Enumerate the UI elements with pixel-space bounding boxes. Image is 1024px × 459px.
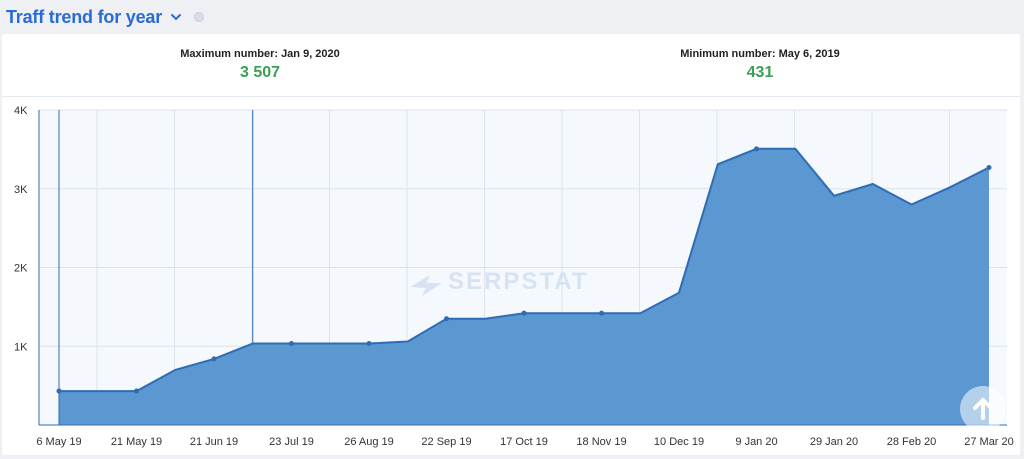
series-area [59, 148, 989, 426]
chart-header: Traff trend for year [6, 4, 205, 30]
x-tick-label: 29 Jan 20 [810, 436, 858, 448]
data-point[interactable] [754, 146, 759, 152]
y-tick-label: 2K [14, 263, 28, 275]
data-point[interactable] [211, 356, 217, 362]
x-tick-label: 28 Feb 20 [887, 436, 937, 448]
y-axis-ticks: 1K 2K 3K 4K [14, 105, 28, 353]
x-tick-label: 21 May 19 [111, 436, 162, 448]
serpstat-logo-icon [410, 275, 442, 296]
chevron-down-icon[interactable] [170, 11, 182, 23]
x-tick-label: 27 Mar 20 [964, 436, 1014, 448]
y-tick-label: 3K [14, 184, 28, 196]
x-tick-label: 22 Sep 19 [421, 436, 471, 448]
data-point[interactable] [521, 310, 527, 316]
series-markers [56, 146, 992, 394]
y-tick-label: 4K [14, 105, 28, 117]
data-point[interactable] [986, 164, 992, 170]
info-icon[interactable] [194, 12, 205, 22]
data-point[interactable] [134, 388, 139, 394]
y-tick-label: 1K [14, 341, 28, 353]
arrow-up-icon [973, 398, 993, 420]
x-tick-label: 21 Jun 19 [190, 436, 238, 448]
x-tick-label: 6 May 19 [36, 436, 81, 448]
watermark-text: SERPSTAT [448, 268, 588, 295]
x-tick-label: 9 Jan 20 [735, 436, 777, 448]
x-axis-ticks: 6 May 19 21 May 19 21 Jun 19 23 Jul 19 26 Au… [36, 436, 1013, 448]
max-stat: Maximum number: Jan 9, 2020 3 507 [110, 48, 410, 82]
chart-title[interactable]: Traff trend for year [6, 6, 163, 27]
chart-card: Maximum number: Jan 9, 2020 3 507 Minimu… [2, 34, 1020, 455]
x-tick-label: 18 Nov 19 [576, 436, 626, 448]
max-label: Maximum number: Jan 9, 2020 [180, 48, 340, 60]
data-point[interactable] [444, 316, 449, 322]
min-label: Minimum number: May 6, 2019 [680, 48, 840, 60]
traffic-area-chart: SERPSTAT 1K 2K 3K 4K 6 May 19 21 May 19 21 Ju… [14, 105, 1014, 448]
data-point[interactable] [599, 310, 604, 316]
max-value: 3 507 [239, 64, 281, 81]
stats-panel: Maximum number: Jan 9, 2020 3 507 Minimu… [2, 34, 1020, 97]
watermark: SERPSTAT [410, 268, 588, 296]
data-point[interactable] [289, 340, 294, 346]
data-point[interactable] [366, 340, 372, 346]
x-tick-label: 23 Jul 19 [269, 436, 314, 448]
x-tick-label: 10 Dec 19 [654, 436, 704, 448]
x-tick-label: 26 Aug 19 [344, 436, 394, 448]
scroll-to-top-button[interactable] [960, 386, 1006, 432]
min-stat: Minimum number: May 6, 2019 431 [610, 48, 910, 82]
x-tick-label: 17 Oct 19 [500, 436, 548, 448]
min-value: 431 [746, 64, 774, 81]
